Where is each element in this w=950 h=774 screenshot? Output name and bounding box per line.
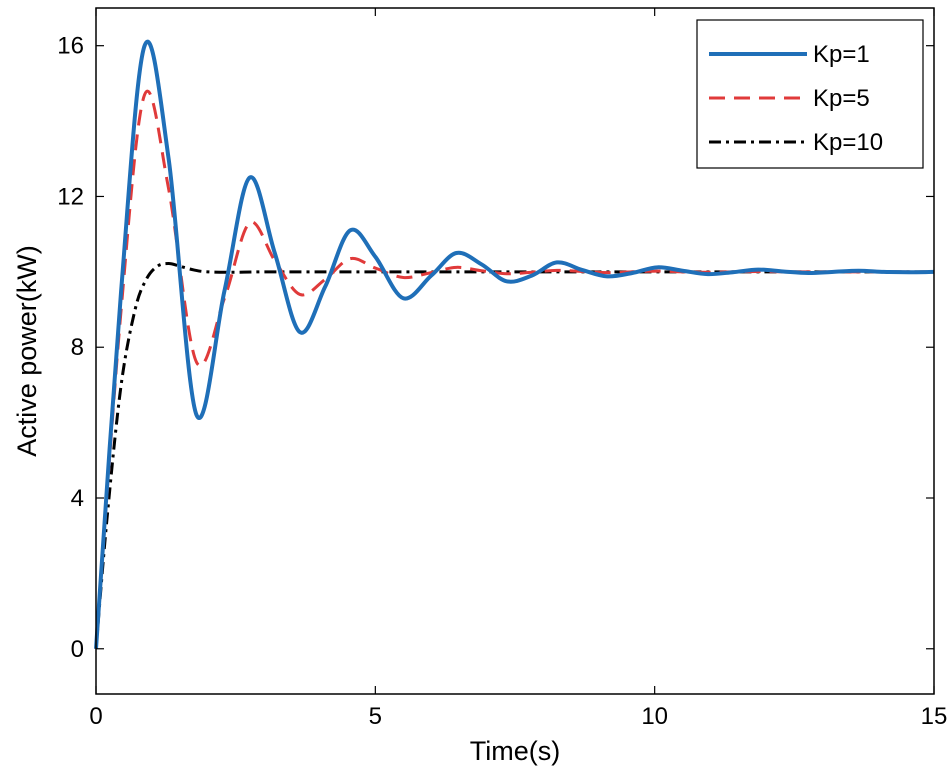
legend-label: Kp=5 (813, 85, 870, 112)
x-tick-label: 15 (921, 703, 948, 730)
legend-box (696, 19, 924, 169)
x-tick-label: 0 (89, 703, 102, 730)
y-tick-label: 12 (57, 183, 84, 210)
y-tick-label: 16 (57, 33, 84, 60)
axis-ticks: 0 5 10 15 0 4 8 12 16 (57, 8, 947, 730)
x-axis-label: Time(s) (470, 736, 560, 766)
legend-label: Kp=10 (813, 129, 883, 156)
y-tick-label: 4 (71, 485, 84, 512)
y-tick-label: 8 (71, 334, 84, 361)
x-tick-label: 5 (369, 703, 382, 730)
x-tick-label: 10 (641, 703, 668, 730)
legend: Kp=1 Kp=5 Kp=10 (696, 19, 924, 169)
series-line-kp-5 (94, 89, 934, 649)
plot-area (94, 39, 935, 649)
y-axis-label: Active power(kW) (12, 245, 42, 457)
series-line-kp-1 (94, 39, 935, 649)
y-tick-label: 0 (71, 636, 84, 663)
series-line-kp-10 (94, 262, 934, 649)
axes-frame (95, 7, 935, 695)
legend-label: Kp=1 (813, 41, 870, 68)
